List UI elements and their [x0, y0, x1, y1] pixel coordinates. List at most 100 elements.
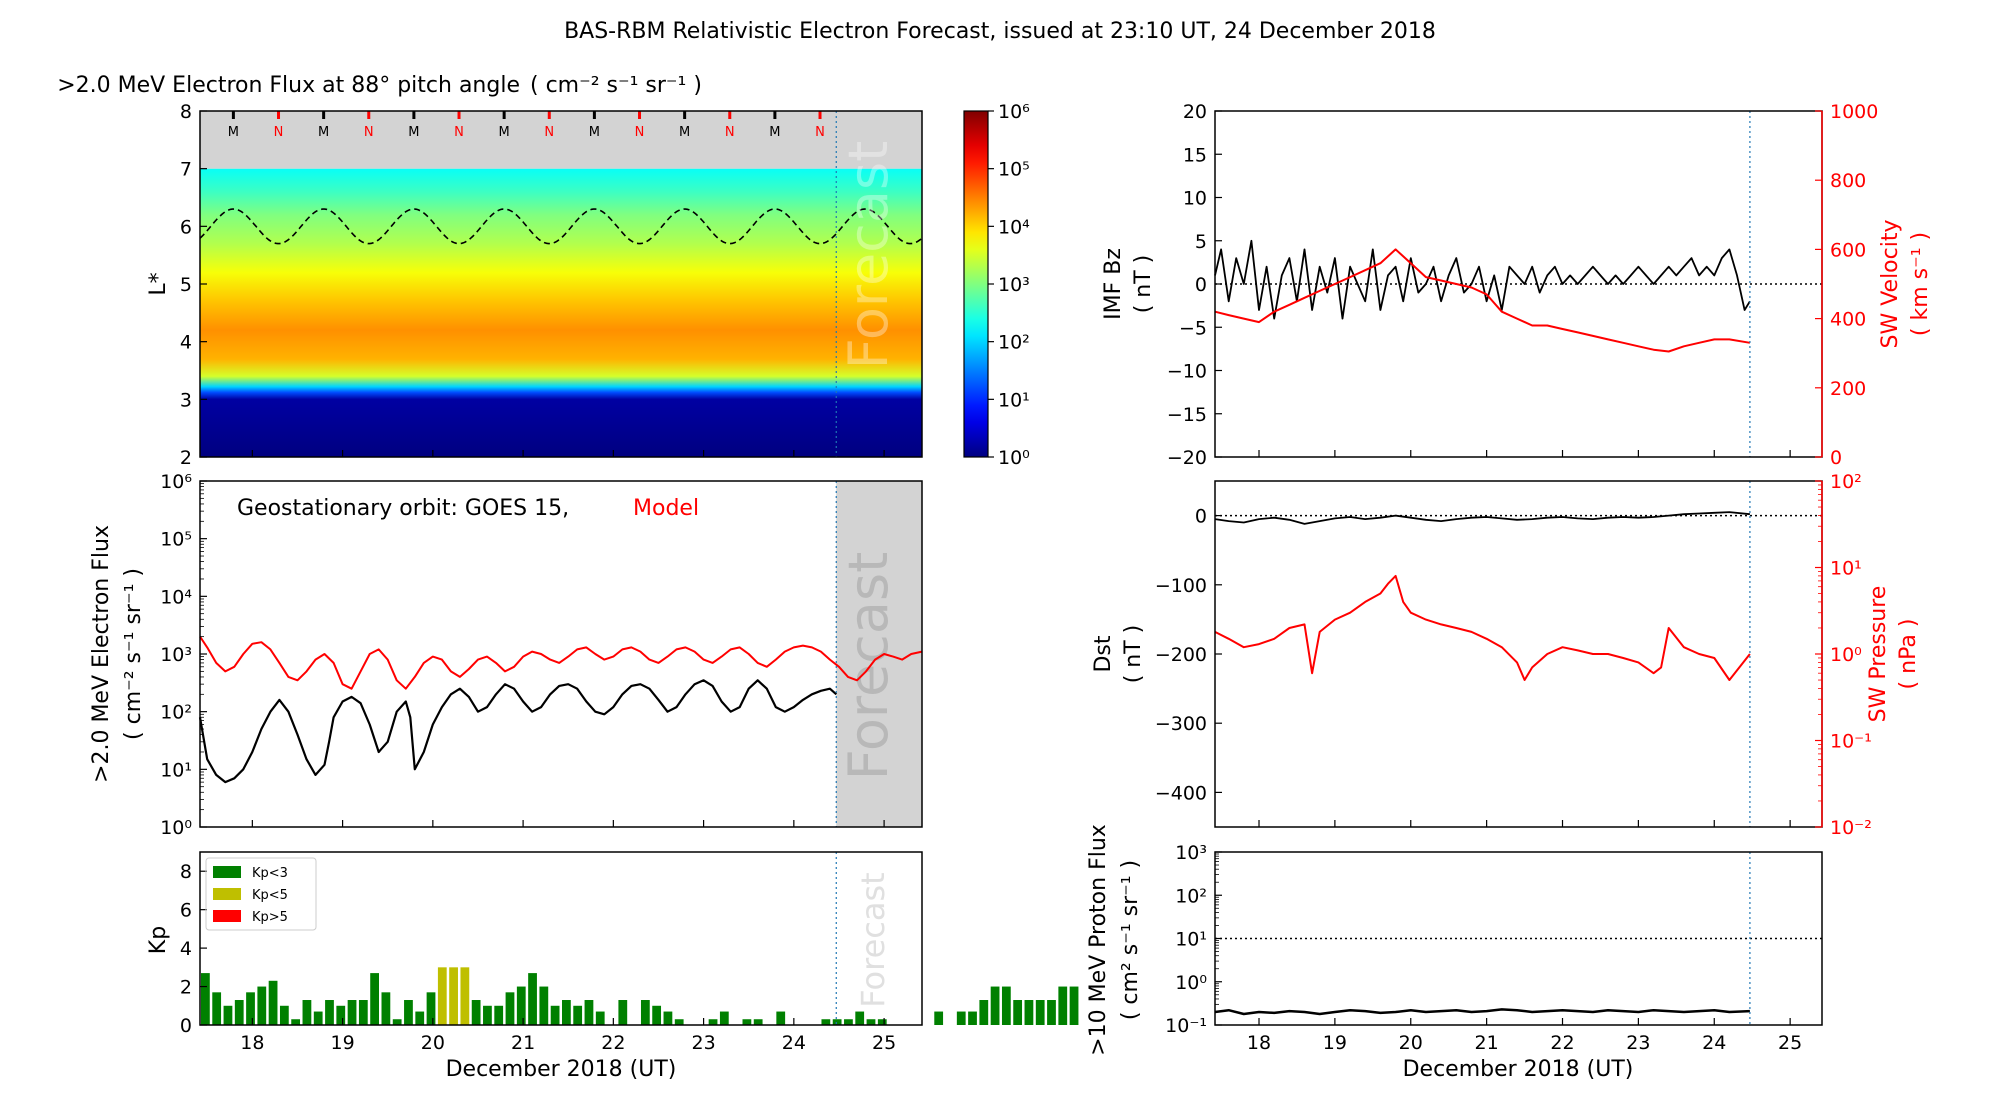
kp-legend-swatch [213, 910, 241, 922]
x-tick-label: 25 [1778, 1032, 1802, 1054]
kp-bar [313, 1011, 323, 1025]
x-tick-label: 25 [872, 1032, 896, 1054]
kp-bar [279, 1005, 289, 1025]
proton-flux-line [1214, 1008, 1750, 1016]
y2-tick-label: 0 [1830, 447, 1842, 469]
kp-bar [268, 980, 278, 1025]
proton-ylabel: >10 MeV Proton Flux [1086, 824, 1111, 1056]
y-tick-label: 0 [1195, 506, 1207, 528]
kp-bar [979, 1000, 989, 1025]
y-tick-label: 20 [1183, 101, 1207, 123]
kp-bar [257, 986, 267, 1025]
colorbar-tick-label: 10³ [998, 274, 1030, 296]
colorbar-tick-label: 10² [998, 332, 1030, 354]
forecast-label-kp: Forecast [854, 872, 892, 1007]
x-tick-label: 18 [1247, 1032, 1271, 1054]
colorbar-tick-label: 10¹ [998, 389, 1030, 411]
kp-bar [990, 986, 1000, 1025]
colorbar-tick-label: 10⁰ [998, 447, 1030, 469]
y-tick-label: 5 [180, 274, 192, 296]
kp-bar [404, 1000, 413, 1025]
heatmap-ylabel: L* [146, 272, 171, 295]
kp-bar [855, 1011, 865, 1025]
y-tick-label: 10⁰ [1175, 972, 1207, 994]
dst-frame [1214, 480, 1823, 828]
kp-bar [370, 973, 379, 1025]
orbit-marker-label: M [499, 125, 510, 140]
kp-bar [392, 1019, 402, 1025]
kp-bar [201, 973, 210, 1025]
kp-bar [505, 992, 515, 1025]
kp-ylabel: Kp [146, 926, 171, 954]
kp-bar [460, 967, 470, 1025]
y-tick-label: −400 [1155, 782, 1207, 804]
orbit-marker-label: N [274, 125, 284, 140]
orbit-marker-label: N [725, 125, 735, 140]
heatmap-title-units: ( cm⁻² s⁻¹ sr⁻¹ ) [530, 73, 702, 98]
y-tick-label: −5 [1179, 317, 1207, 339]
kp-bar [1024, 1000, 1034, 1025]
colorbar [963, 110, 989, 458]
orbit-marker-label: M [679, 125, 690, 140]
kp-bar [708, 1019, 718, 1025]
y-tick-label: 6 [180, 216, 192, 238]
sw-pressure-units: ( nPa ) [1896, 619, 1921, 690]
orbit-marker-label: M [228, 125, 239, 140]
y-tick-label: 0 [180, 1015, 192, 1037]
kp-bar [550, 1005, 560, 1025]
y2-tick-label: 10² [1830, 471, 1862, 493]
kp-bar [753, 1019, 763, 1025]
dst-ylabel: Dst [1091, 635, 1116, 672]
y-tick-label: −15 [1167, 404, 1207, 426]
y-tick-label: 2 [180, 447, 192, 469]
forecast-label-heatmap: Forecast [837, 141, 900, 370]
y2-tick-label: 10⁻¹ [1830, 731, 1872, 753]
x-tick-label: 23 [1626, 1032, 1650, 1054]
kp-bar [1001, 986, 1011, 1025]
x-axis-label-right: December 2018 (UT) [1403, 1057, 1634, 1082]
no-data-region [200, 111, 922, 169]
goes-flux-line [198, 679, 838, 784]
geo-annotation-model: Model [633, 496, 699, 521]
kp-bar [302, 1000, 312, 1025]
x-tick-label: 23 [692, 1032, 716, 1054]
sw-pressure-label: SW Pressure [1866, 586, 1891, 723]
kp-bar [347, 1000, 357, 1025]
colorbar-tick-label: 10⁶ [998, 101, 1030, 123]
kp-bar [595, 1011, 605, 1025]
kp-bar [821, 1019, 831, 1025]
y2-tick-label: 10⁻² [1830, 817, 1872, 839]
y-tick-label: 5 [1195, 231, 1207, 253]
y2-tick-label: 10⁰ [1830, 644, 1862, 666]
y-tick-label: 10² [160, 702, 192, 724]
colorbar-tick-label: 10⁵ [998, 159, 1030, 181]
kp-bar [877, 1019, 887, 1025]
x-tick-label: 24 [782, 1032, 806, 1054]
kp-legend-swatch [213, 866, 241, 878]
kp-bar [1047, 1000, 1056, 1025]
y-tick-label: 10 [1183, 188, 1207, 210]
kp-bar [358, 1000, 368, 1025]
geo-frame [199, 480, 923, 828]
kp-legend-box [205, 857, 317, 931]
orbit-marker-label: N [364, 125, 374, 140]
imf-bz-line [1214, 239, 1751, 320]
kp-bar [483, 1005, 492, 1025]
kp-bar [437, 967, 447, 1025]
flux-heatmap [200, 168, 922, 457]
kp-bar [234, 1000, 244, 1025]
y2-tick-label: 600 [1830, 239, 1866, 261]
kp-bar [325, 1000, 334, 1025]
y-tick-label: 10⁻¹ [1165, 1015, 1207, 1037]
y-tick-label: −100 [1155, 575, 1207, 597]
heatmap-title: >2.0 MeV Electron Flux at 88° pitch angl… [57, 73, 520, 98]
forecast-region [836, 481, 922, 827]
geostationary-path [199, 208, 923, 245]
orbit-marker-label: N [454, 125, 464, 140]
y-tick-label: 10⁴ [160, 586, 192, 608]
x-tick-label: 19 [331, 1032, 355, 1054]
x-tick-label: 20 [1399, 1032, 1423, 1054]
kp-bar [742, 1019, 752, 1025]
y-tick-label: 10³ [160, 644, 192, 666]
